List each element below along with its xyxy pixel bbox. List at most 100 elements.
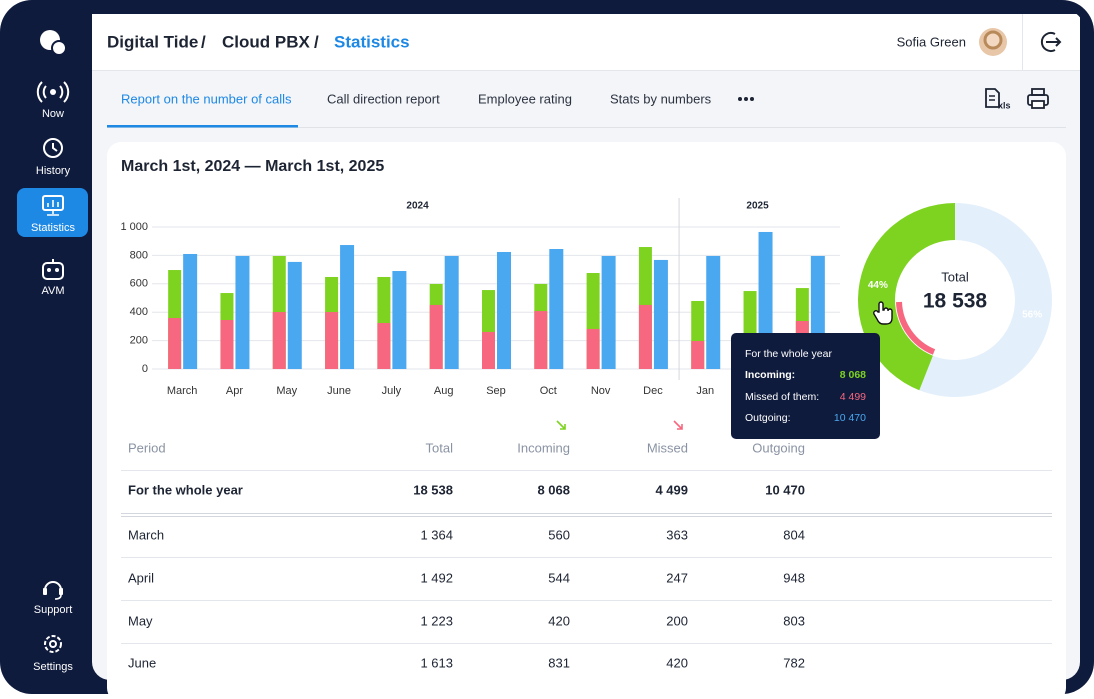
- nav-label: Settings: [33, 661, 73, 673]
- nav-avm[interactable]: AVM: [41, 259, 65, 297]
- nav-now[interactable]: Now: [36, 81, 70, 120]
- x-tick-label: June: [327, 385, 351, 397]
- incoming-icon: [556, 420, 566, 430]
- donut-chart: 44% 56% Total 18 538: [857, 203, 1052, 397]
- donut-segment: [857, 203, 955, 391]
- tooltip-value: 8 068: [840, 369, 866, 381]
- donut-total: 18 538: [923, 290, 988, 313]
- missed-arc: [896, 301, 936, 355]
- bar: [549, 249, 564, 369]
- table-cell: 831: [548, 655, 570, 670]
- table-cell: 420: [548, 613, 570, 628]
- table-cell: 420: [666, 655, 688, 670]
- bar: [653, 259, 668, 369]
- bar: [638, 304, 652, 369]
- user-name[interactable]: Sofia Green: [897, 34, 966, 49]
- y-tick-label: 400: [130, 306, 148, 318]
- bar: [392, 271, 407, 369]
- tooltip-label: Missed of them:: [745, 391, 819, 403]
- print-button[interactable]: [1027, 88, 1049, 109]
- y-tick-label: 200: [130, 335, 148, 347]
- donut-segment: [919, 203, 1052, 397]
- column-header: Period: [128, 440, 166, 455]
- breadcrumb-separator: /: [314, 32, 319, 51]
- y-tick-label: 1 000: [120, 221, 148, 233]
- bar: [325, 312, 339, 369]
- nav-label: AVM: [41, 285, 64, 297]
- tooltip-label: Outgoing:: [745, 412, 791, 424]
- bar: [220, 320, 234, 369]
- bar: [497, 251, 511, 369]
- table-cell: 804: [783, 527, 805, 542]
- nav-history[interactable]: History: [36, 138, 71, 177]
- logout-button[interactable]: [1040, 32, 1062, 52]
- x-tick-label: May: [276, 385, 297, 397]
- bar: [534, 311, 548, 369]
- table-cell: 1 613: [420, 655, 453, 670]
- table-cell: March: [128, 527, 164, 542]
- bar: [272, 312, 286, 369]
- table-cell: 1 364: [420, 527, 453, 542]
- year-label: 2024: [406, 201, 429, 212]
- bar: [586, 328, 600, 369]
- breadcrumb-current: Statistics: [334, 32, 410, 51]
- column-header: Outgoing: [752, 440, 805, 455]
- table-cell: 10 470: [765, 482, 805, 497]
- table-cell: 247: [666, 570, 688, 585]
- more-tabs[interactable]: [738, 97, 754, 101]
- tab-active[interactable]: Report on the number of calls: [121, 91, 292, 106]
- x-tick-label: Apr: [226, 385, 243, 397]
- x-tick-label: Sep: [486, 385, 506, 397]
- x-tick-label: Jan: [696, 385, 714, 397]
- nav-support[interactable]: Support: [34, 581, 73, 616]
- export-xls[interactable]: xls: [985, 88, 1011, 110]
- table-cell: For the whole year: [128, 482, 243, 497]
- table-cell: 1 492: [420, 570, 453, 585]
- y-tick-label: 0: [142, 363, 148, 375]
- x-tick-label: Dec: [643, 385, 663, 397]
- year-label: 2025: [746, 201, 769, 212]
- bar: [429, 304, 443, 369]
- header: [92, 14, 1080, 70]
- table-cell: 200: [666, 613, 688, 628]
- table-cell: 560: [548, 527, 570, 542]
- tab-indicator: [107, 125, 298, 128]
- breadcrumb-separator: /: [201, 32, 206, 51]
- tooltip: For the whole year Incoming: 8 068 Misse…: [731, 333, 880, 439]
- x-tick-label: Oct: [540, 385, 557, 397]
- table-cell: 782: [783, 655, 805, 670]
- nav-statistics[interactable]: Statistics: [17, 188, 88, 237]
- bar: [168, 318, 182, 369]
- bar: [691, 341, 705, 369]
- bar-chart: 0 200 400 600 800 1 000 2024 2025 March Apr May Jun…: [120, 198, 840, 397]
- tooltip-label: Incoming:: [745, 369, 795, 381]
- bar: [235, 255, 250, 369]
- x-tick-label: March: [167, 385, 198, 397]
- column-header: Incoming: [517, 440, 570, 455]
- table-cell: 948: [783, 570, 805, 585]
- table-cell: June: [128, 655, 156, 670]
- bar: [706, 255, 721, 369]
- tab[interactable]: Stats by numbers: [610, 91, 712, 106]
- table-cell: 544: [548, 570, 570, 585]
- tab[interactable]: Call direction report: [327, 91, 440, 106]
- table-cell: 1 223: [420, 613, 453, 628]
- period-title: March 1st, 2024 — March 1st, 2025: [121, 158, 384, 175]
- breadcrumb[interactable]: Cloud PBX: [222, 32, 310, 51]
- table-cell: May: [128, 613, 153, 628]
- nav-label: Statistics: [31, 222, 76, 234]
- nav-label: History: [36, 165, 71, 177]
- avatar[interactable]: [979, 28, 1007, 56]
- table: [121, 420, 1052, 644]
- breadcrumb[interactable]: Digital Tide: [107, 32, 198, 51]
- bar: [183, 253, 198, 369]
- x-tick-label: Nov: [591, 385, 611, 397]
- nav-label: Support: [34, 604, 73, 616]
- column-header: Missed: [647, 440, 688, 455]
- nav-label: Now: [42, 108, 64, 120]
- cursor: [873, 301, 893, 325]
- tab[interactable]: Employee rating: [478, 91, 572, 106]
- table-cell: 363: [666, 527, 688, 542]
- nav-settings[interactable]: Settings: [33, 635, 73, 673]
